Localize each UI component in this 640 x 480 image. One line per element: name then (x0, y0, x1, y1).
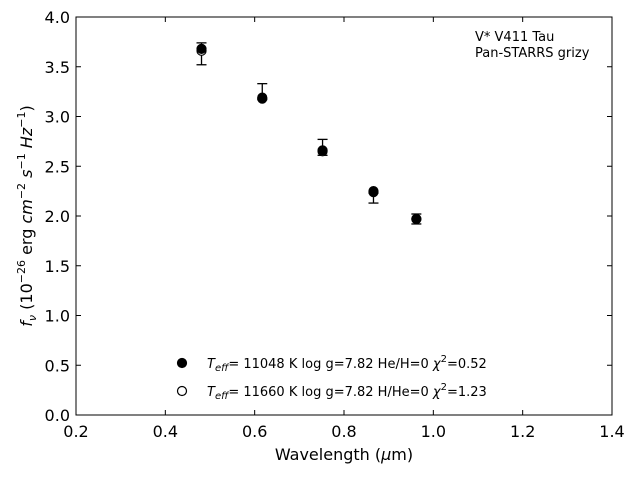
error-bars (196, 42, 422, 225)
x-tick-label: 0.4 (153, 422, 178, 441)
y-axis-label: fν (10−26 erg cm−2 s−1 Hz−1) (15, 105, 39, 326)
point-filled (196, 43, 207, 54)
x-tick-label: 1.2 (510, 422, 535, 441)
legend-marker-open (176, 385, 188, 397)
legend-entry-open: Teff= 11660 K log g=7.82 H/He=0 χ2=1.23 (207, 382, 487, 402)
legend-marker-filled (176, 357, 188, 369)
data-points (196, 43, 422, 225)
x-tick-label: 0.8 (331, 422, 356, 441)
y-tick-label: 0.5 (45, 356, 70, 375)
point-filled (368, 186, 379, 197)
y-tick-label: 3.0 (45, 108, 70, 127)
annotation-object: V* V411 Tau (475, 30, 554, 45)
y-tick-label: 3.5 (45, 58, 70, 77)
y-tick-label: 4.0 (45, 8, 70, 27)
y-tick-label: 2.0 (45, 207, 70, 226)
plot-area-frame (75, 16, 613, 416)
x-tick-label: 1.4 (599, 422, 624, 441)
x-tick-label: 0.6 (242, 422, 267, 441)
y-tick-label: 0.0 (45, 406, 70, 425)
x-tick-label: 0.2 (63, 422, 88, 441)
x-tick-label: 1.0 (421, 422, 446, 441)
legend: Teff= 11048 K log g=7.82 He/H=0 χ2=0.52 … (176, 354, 487, 402)
y-tick-label: 2.5 (45, 157, 70, 176)
y-axis-ticks: 0.0 0.5 1.0 1.5 2.0 2.5 3.0 3.5 4.0 (45, 8, 612, 425)
legend-entry-filled: Teff= 11048 K log g=7.82 He/H=0 χ2=0.52 (207, 354, 487, 374)
x-axis-ticks: 0.2 0.4 0.6 0.8 1.0 1.2 1.4 (63, 17, 625, 441)
annotation-survey: Pan-STARRS grizy (475, 46, 590, 61)
point-filled (411, 213, 422, 225)
point-filled (317, 145, 328, 156)
y-tick-label: 1.0 (45, 307, 70, 326)
point-filled (257, 92, 268, 103)
x-axis-label: Wavelength (μm) (275, 445, 413, 464)
y-tick-label: 1.5 (45, 257, 70, 276)
